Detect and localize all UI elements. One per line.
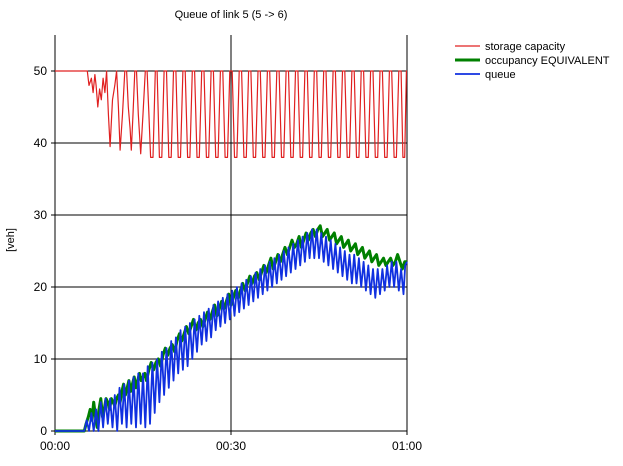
gridlines	[51, 35, 408, 435]
tick-labels: 0 10 20 30 40 50 00:00 00:30 01:00	[34, 64, 423, 453]
x-tick-label: 00:00	[40, 439, 70, 453]
series-line-occupancy-equivalent	[55, 224, 407, 433]
x-tick-label: 01:00	[392, 439, 422, 453]
x-tick-label: 00:30	[216, 439, 246, 453]
chart-title: Queue of link 5 (5 -> 6)	[175, 9, 288, 21]
y-tick-label: 0	[40, 424, 47, 438]
y-tick-label: 30	[34, 208, 48, 222]
y-tick-label: 10	[34, 352, 48, 366]
legend-label: occupancy EQUIVALENT	[485, 55, 610, 67]
y-axis-label: [veh]	[5, 228, 17, 252]
legend-label: queue	[485, 69, 516, 81]
series-line-storage-capacity	[55, 70, 407, 158]
legend-label: storage capacity	[485, 41, 566, 53]
series-lines	[55, 70, 408, 433]
y-tick-label: 20	[34, 280, 48, 294]
y-tick-label: 50	[34, 64, 48, 78]
series-line-queue	[55, 228, 408, 432]
y-tick-label: 40	[34, 136, 48, 150]
legend: storage capacity occupancy EQUIVALENT queu…	[455, 41, 610, 81]
